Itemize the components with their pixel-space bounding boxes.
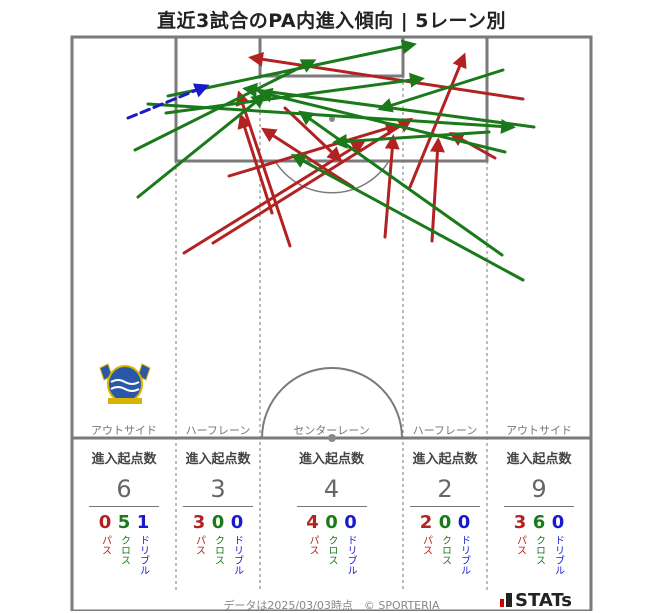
dribble-label: ドリブル	[552, 535, 564, 575]
pass-arrow	[227, 121, 401, 178]
pass-count: 3	[513, 512, 527, 533]
cross-label: クロス	[533, 535, 545, 565]
lane-name-3: センターレーン	[293, 424, 370, 437]
type-counts: 0 パス 5 クロス 1 ドリブル	[72, 512, 176, 576]
lane-stats-1: 進入起点数 6 0 パス 5 クロス 1 ドリブル	[72, 448, 176, 575]
cross-arrow	[332, 130, 491, 149]
dribble-label: ドリブル	[137, 535, 149, 575]
dribble-count: 0	[230, 512, 244, 533]
penalty-arc	[274, 160, 390, 194]
dribble-label: ドリブル	[458, 535, 470, 575]
divider	[296, 506, 367, 507]
lane-stats-2: 進入起点数 3 3 パス 0 クロス 0 ドリブル	[176, 448, 260, 575]
pass-label: パス	[307, 535, 318, 555]
pass-arrow	[211, 117, 414, 245]
type-counts: 3 パス 0 クロス 0 ドリブル	[176, 512, 260, 576]
dribble-label: ドリブル	[231, 535, 243, 575]
cross-arrow	[257, 87, 507, 154]
stats-logo: STATs	[500, 590, 572, 611]
dribble-count: 0	[551, 512, 565, 533]
type-counts: 4 パス 0 クロス 0 ドリブル	[260, 512, 403, 576]
cross-label: クロス	[326, 535, 337, 565]
cross-arrow	[377, 68, 505, 113]
start-count-label: 進入起点数	[185, 452, 251, 467]
cross-arrow	[136, 93, 267, 199]
start-count-total: 3	[210, 475, 226, 503]
pass-arrow	[429, 137, 445, 243]
start-count-total: 6	[116, 475, 132, 503]
lane-name-4: ハーフレーン	[412, 424, 478, 437]
dribble-label: ドリブル	[345, 535, 356, 575]
cross-count: 0	[438, 512, 452, 533]
cross-count: 6	[532, 512, 546, 533]
lane-stats-5: 進入起点数 9 3 パス 6 クロス 0 ドリブル	[487, 448, 591, 575]
type-counts: 2 パス 0 クロス 0 ドリブル	[403, 512, 487, 576]
logo-mark-red	[500, 599, 504, 607]
pass-count: 0	[98, 512, 112, 533]
lane-name-5: アウトサイド	[506, 424, 572, 437]
pass-arrow	[448, 132, 497, 160]
pass-count: 3	[192, 512, 206, 533]
cross-count: 0	[325, 512, 338, 533]
lane-name-1: アウトサイド	[91, 424, 157, 437]
cross-arrow	[166, 39, 417, 98]
team-crest-icon	[99, 363, 151, 404]
divider	[183, 506, 253, 507]
cross-label: クロス	[212, 535, 224, 565]
cross-arrow	[290, 154, 525, 282]
pass-arrow	[383, 134, 400, 239]
brand-text: STATs	[515, 590, 572, 611]
cross-label: クロス	[118, 535, 130, 565]
cross-count: 5	[117, 512, 131, 533]
penalty-spot	[329, 116, 335, 122]
cross-label: クロス	[439, 535, 451, 565]
lane-stats-4: 進入起点数 2 2 パス 0 クロス 0 ドリブル	[403, 448, 487, 575]
center-spot	[328, 434, 336, 442]
start-count-label: 進入起点数	[91, 452, 157, 467]
page-title: 直近3試合のPA内進入傾向 | 5レーン別	[156, 10, 507, 32]
lane-name-2: ハーフレーン	[185, 424, 251, 437]
pass-label: パス	[420, 535, 432, 555]
start-count-total: 2	[437, 475, 453, 503]
dribble-count: 0	[344, 512, 357, 533]
pass-label: パス	[99, 535, 111, 555]
type-counts: 3 パス 6 クロス 0 ドリブル	[487, 512, 591, 576]
dribble-count: 0	[457, 512, 471, 533]
dribble-arrow	[126, 83, 210, 120]
pitch-lines	[70, 35, 593, 611]
logo-mark	[506, 593, 512, 607]
divider	[504, 506, 574, 507]
pass-arrow	[248, 51, 525, 101]
pass-label: パス	[514, 535, 526, 555]
entry-arrows	[126, 39, 536, 282]
divider	[410, 506, 480, 507]
pass-count: 2	[419, 512, 433, 533]
start-count-label: 進入起点数	[506, 452, 572, 467]
divider	[89, 506, 159, 507]
start-count-label: 進入起点数	[412, 452, 478, 467]
start-count-label: 進入起点数	[298, 452, 364, 467]
footer-note: データは2025/03/03時点 © SPORTERIA	[223, 599, 440, 612]
start-count-total: 9	[531, 475, 547, 503]
cross-count: 0	[211, 512, 225, 533]
dribble-count: 1	[136, 512, 150, 533]
start-count-total: 4	[323, 475, 340, 503]
pass-label: パス	[193, 535, 205, 555]
lane-stats-3: 進入起点数 4 4 パス 0 クロス 0 ドリブル	[260, 448, 403, 575]
pass-count: 4	[306, 512, 319, 533]
center-circle	[261, 367, 403, 439]
pass-arrow	[283, 106, 343, 163]
pass-arrow	[260, 127, 355, 189]
